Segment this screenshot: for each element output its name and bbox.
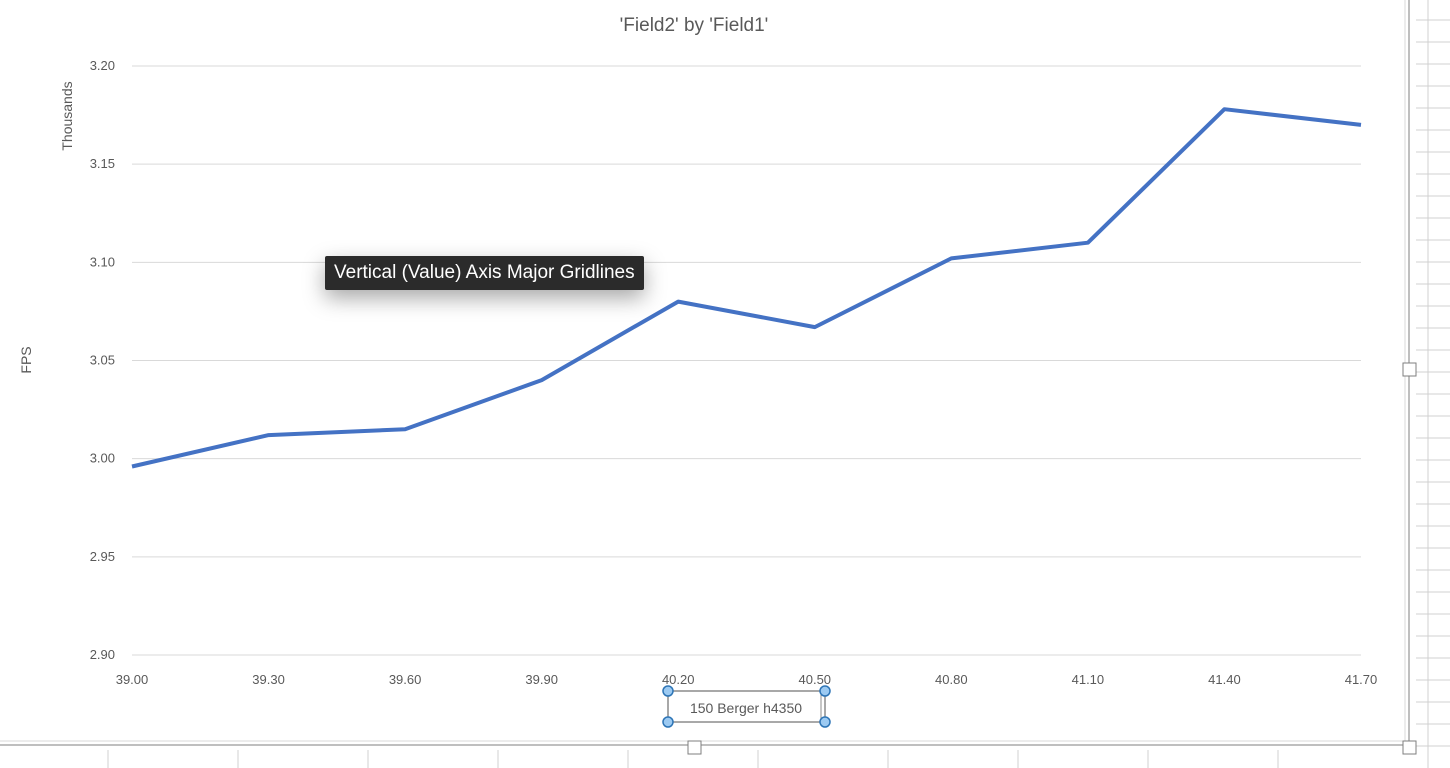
x-tick-label: 40.80 bbox=[935, 672, 968, 687]
x-tick-label: 39.30 bbox=[252, 672, 285, 687]
chart-resize-handle-right[interactable] bbox=[1402, 362, 1417, 377]
x-tick-label: 41.40 bbox=[1208, 672, 1241, 687]
resize-handle-bottom-left[interactable] bbox=[662, 716, 674, 728]
resize-handle-top-left[interactable] bbox=[662, 685, 674, 697]
y-tick-label: 3.20 bbox=[90, 58, 115, 73]
x-axis-title-frame bbox=[667, 690, 826, 723]
y-tick-label: 3.15 bbox=[90, 156, 115, 171]
y-tick-label: 2.90 bbox=[90, 647, 115, 662]
y-tick-label: 3.10 bbox=[90, 254, 115, 269]
chart-title[interactable]: 'Field2' by 'Field1' bbox=[620, 15, 769, 36]
horizontal-axis[interactable]: 39.00 39.30 39.60 39.90 40.20 40.50 40.80 41.10… bbox=[116, 672, 1378, 687]
resize-handle-top-right[interactable] bbox=[819, 685, 831, 697]
x-tick-label: 40.50 bbox=[799, 672, 832, 687]
y-tick-label: 3.05 bbox=[90, 353, 115, 368]
x-tick-label: 39.60 bbox=[389, 672, 422, 687]
x-tick-label: 40.20 bbox=[662, 672, 695, 687]
y-tick-label: 3.00 bbox=[90, 451, 115, 466]
vertical-axis[interactable]: 2.90 2.95 3.00 3.05 3.10 3.15 3.20 bbox=[90, 58, 115, 662]
spreadsheet-grid bbox=[107, 0, 1450, 768]
x-tick-label: 39.00 bbox=[116, 672, 149, 687]
x-axis-title-selection[interactable]: 150 Berger h4350 bbox=[662, 685, 831, 728]
series-line[interactable] bbox=[131, 107, 1362, 469]
y-tick-label: 2.95 bbox=[90, 549, 115, 564]
x-tick-label: 41.70 bbox=[1345, 672, 1378, 687]
resize-handle-bottom-right[interactable] bbox=[819, 716, 831, 728]
x-tick-label: 41.10 bbox=[1072, 672, 1105, 687]
chart-resize-handle-corner[interactable] bbox=[1402, 740, 1417, 755]
chart-element-tooltip: Vertical (Value) Axis Major Gridlines bbox=[325, 256, 644, 290]
x-tick-label: 39.90 bbox=[525, 672, 558, 687]
vertical-axis-major-gridlines[interactable] bbox=[132, 65, 1361, 656]
y-display-units-label[interactable]: Thousands bbox=[59, 81, 75, 150]
y-axis-title[interactable]: FPS bbox=[18, 346, 34, 373]
x-axis-title[interactable]: 150 Berger h4350 bbox=[690, 700, 802, 716]
chart-resize-handle-bottom[interactable] bbox=[687, 740, 702, 755]
